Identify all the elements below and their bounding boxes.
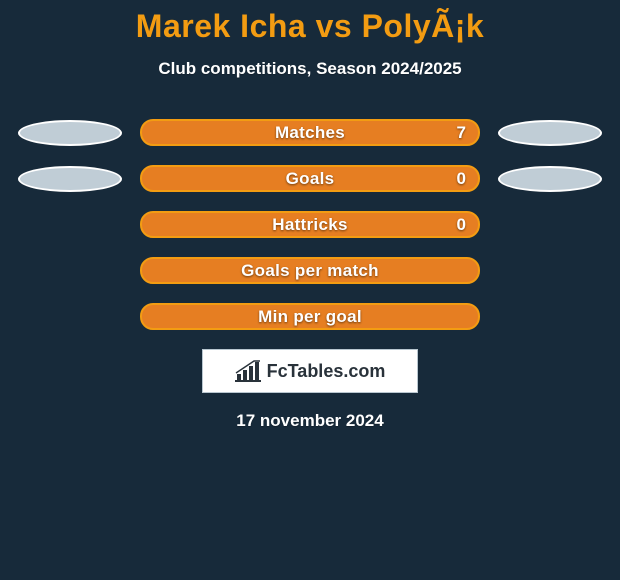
left-side [0, 120, 140, 146]
right-side [480, 120, 620, 146]
page-subtitle: Club competitions, Season 2024/2025 [0, 59, 620, 79]
left-side [0, 166, 140, 192]
page-title: Marek Icha vs PolyÃ¡k [0, 0, 620, 45]
stat-label: Goals [286, 169, 335, 189]
left-ellipse [18, 120, 122, 146]
stat-value: 7 [457, 123, 466, 143]
infographic-canvas: Marek Icha vs PolyÃ¡k Club competitions,… [0, 0, 620, 580]
stat-label: Hattricks [272, 215, 347, 235]
stat-value: 0 [457, 169, 466, 189]
footer-date: 17 november 2024 [0, 411, 620, 431]
stat-row: Matches 7 [0, 119, 620, 146]
stat-pill: Min per goal [140, 303, 480, 330]
brand-box: FcTables.com [202, 349, 418, 393]
stat-pill: Hattricks 0 [140, 211, 480, 238]
brand-text: FcTables.com [267, 361, 386, 382]
stat-value: 0 [457, 215, 466, 235]
stat-pill: Goals per match [140, 257, 480, 284]
stat-row: Goals 0 [0, 165, 620, 192]
right-ellipse [498, 166, 602, 192]
stat-label: Matches [275, 123, 345, 143]
stat-row: Min per goal [0, 303, 620, 330]
right-side [480, 166, 620, 192]
stat-row: Hattricks 0 [0, 211, 620, 238]
stat-label: Min per goal [258, 307, 362, 327]
right-ellipse [498, 120, 602, 146]
bar-chart-icon [235, 360, 261, 382]
stat-row: Goals per match [0, 257, 620, 284]
stats-rows: Matches 7 Goals 0 [0, 119, 620, 330]
stat-pill: Goals 0 [140, 165, 480, 192]
stat-pill: Matches 7 [140, 119, 480, 146]
left-ellipse [18, 166, 122, 192]
stat-label: Goals per match [241, 261, 379, 281]
